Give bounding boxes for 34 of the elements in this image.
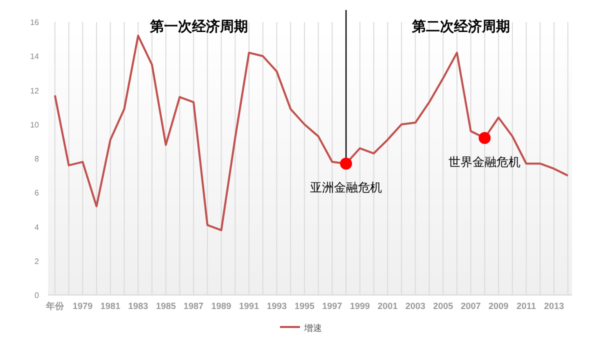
legend-label: 增速	[303, 323, 322, 334]
y-tick-label: 10	[30, 120, 40, 130]
y-tick-label: 14	[30, 52, 40, 62]
x-tick-label: 1987	[184, 301, 204, 311]
x-tick-label: 1999	[350, 301, 370, 311]
x-tick-label: 2011	[516, 301, 536, 311]
y-tick-label: 0	[34, 291, 40, 300]
x-tick-label: 1983	[128, 301, 148, 311]
line-series	[54, 34, 569, 232]
x-tick-label: 1979	[72, 301, 93, 311]
x-tick-label: 1991	[238, 301, 260, 311]
x-tick-label: 2001	[378, 301, 398, 311]
x-tick-label: 2007	[460, 301, 481, 311]
x-tick-label: 1985	[156, 301, 176, 311]
y-tick-label: 16	[30, 18, 40, 27]
x-tick-label: 2013	[544, 301, 564, 311]
x-tick-label: 1997	[322, 301, 342, 311]
x-tick-label: 2005	[433, 301, 454, 311]
y-tick-label: 4	[34, 222, 40, 232]
x-tick-label: 年份	[44, 301, 65, 311]
x-tick-label: 2009	[488, 301, 509, 311]
x-tick-label: 1993	[266, 301, 287, 311]
y-tick-label: 8	[34, 154, 40, 164]
x-tick-label: 2003	[405, 301, 426, 311]
x-tick-label: 1995	[294, 301, 314, 311]
annotation: 第二次经济周期	[411, 18, 510, 35]
y-tick-label: 2	[34, 256, 40, 266]
annotation: 世界金融危机	[448, 155, 521, 170]
annotation: 第一次经济周期	[149, 18, 248, 35]
y-tick-label: 6	[34, 188, 40, 198]
y-tick-label: 12	[30, 86, 40, 96]
annotation: 亚洲金融危机	[310, 180, 382, 195]
x-tick-label: 1981	[100, 301, 120, 311]
x-tick-label: 1989	[211, 301, 232, 311]
